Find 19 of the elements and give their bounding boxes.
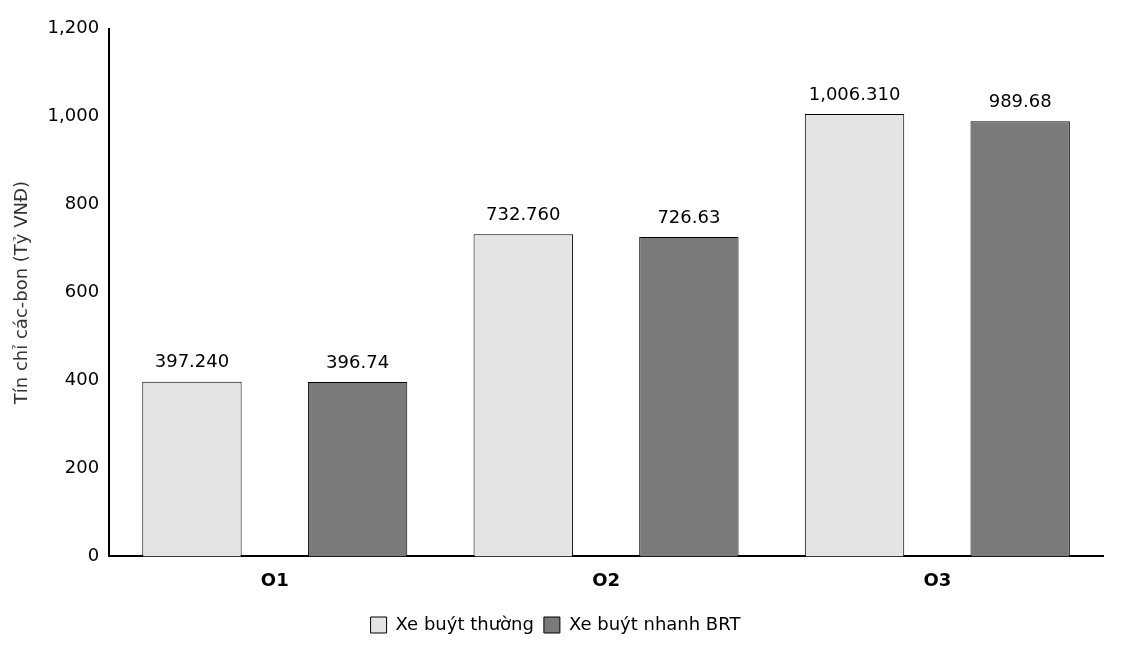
y-tick-label: 1,000 xyxy=(47,104,100,126)
y-tick-label: 1,200 xyxy=(47,16,100,38)
data-label: 396.74 xyxy=(326,350,390,372)
data-label: 726.63 xyxy=(657,205,721,227)
y-tick-label: 600 xyxy=(64,280,100,302)
x-tick-label: O3 xyxy=(923,568,952,590)
legend-label: Xe buýt nhanh BRT xyxy=(568,612,742,634)
data-label: 397.240 xyxy=(154,350,230,372)
y-tick-label: 800 xyxy=(64,192,100,214)
y-tick-label: 400 xyxy=(64,368,100,390)
y-tick-label: 0 xyxy=(87,544,100,566)
y-axis-title: Tín chỉ các-bon (Tỷ VNĐ) xyxy=(10,181,32,406)
y-tick-label: 200 xyxy=(64,456,100,478)
data-label: 1,006.310 xyxy=(808,82,901,104)
data-label: 732.760 xyxy=(486,202,561,224)
legend-label: Xe buýt thường xyxy=(395,612,534,634)
data-label: 989.68 xyxy=(988,89,1052,111)
x-tick-label: O1 xyxy=(260,568,289,590)
x-tick-label: O2 xyxy=(592,568,620,590)
